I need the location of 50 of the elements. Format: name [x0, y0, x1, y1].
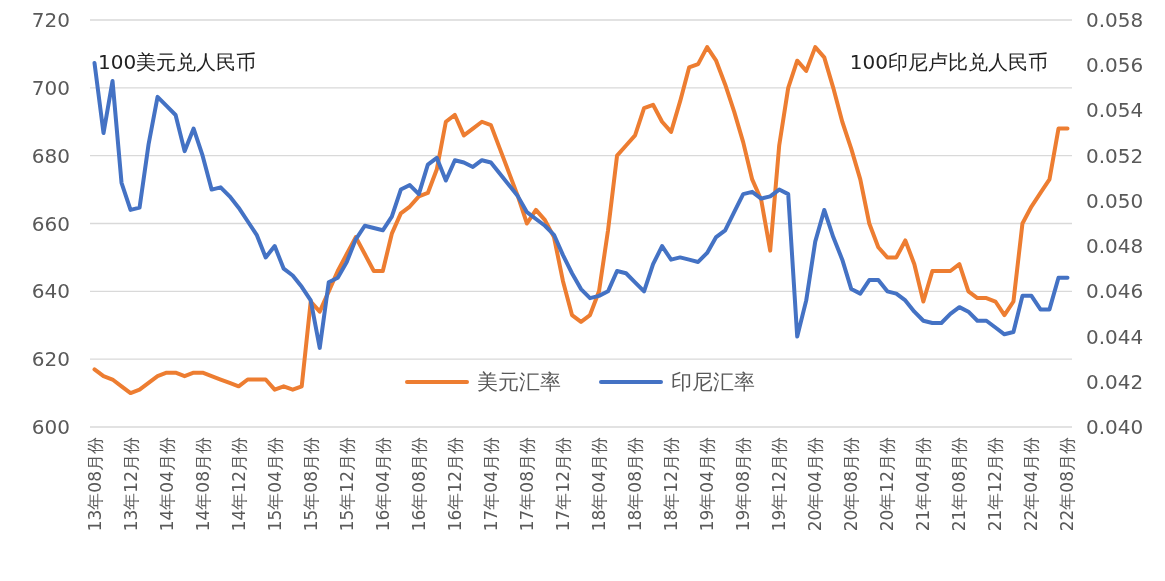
x-tick-label: 18年04月份 [589, 437, 610, 532]
y2-tick-label: 0.054 [1086, 98, 1144, 123]
x-tick-label: 20年08月份 [841, 437, 862, 532]
x-tick-label: 14年12月份 [228, 437, 249, 532]
x-tick-label: 17年08月份 [516, 437, 537, 532]
x-tick-label: 21年08月份 [949, 437, 970, 532]
x-tick-label: 16年12月份 [444, 437, 465, 532]
x-tick-label: 17年12月份 [552, 437, 573, 532]
x-tick-label: 16年04月份 [372, 437, 393, 532]
y-tick-label: 700 [31, 75, 70, 100]
y-tick-label: 680 [31, 143, 70, 168]
y2-tick-label: 0.052 [1086, 143, 1144, 168]
y-axis-title: 100美元兑人民币 [98, 50, 257, 74]
y2-tick-label: 0.044 [1086, 324, 1144, 349]
y-tick-label: 720 [31, 8, 70, 32]
x-tick-label: 13年12月份 [120, 437, 141, 532]
x-tick-label: 19年12月份 [769, 437, 790, 532]
x-tick-label: 19年04月份 [697, 437, 718, 532]
x-tick-label: 15年04月份 [264, 437, 285, 532]
legend-label: 美元汇率 [477, 370, 561, 394]
line-series [92, 45, 1070, 396]
y-tick-label: 660 [31, 211, 70, 236]
x-tick-label: 21年12月份 [985, 437, 1006, 532]
x-tick-label: 15年12月份 [336, 437, 357, 532]
x-tick-label: 18年08月份 [625, 437, 646, 532]
x-tick-label: 16年08月份 [408, 437, 429, 532]
y2-tick-label: 0.046 [1086, 279, 1144, 304]
x-tick-label: 18年12月份 [661, 437, 682, 532]
x-tick-label: 13年08月份 [84, 437, 105, 532]
x-tick-label: 22年08月份 [1057, 437, 1078, 532]
x-tick-label: 14年04月份 [156, 437, 177, 532]
y-tick-label: 620 [31, 347, 70, 372]
legend-label: 印尼汇率 [671, 370, 755, 394]
x-tick-label: 15年08月份 [300, 437, 321, 532]
x-tick-label: 21年04月份 [913, 437, 934, 532]
y2-tick-label: 0.040 [1086, 415, 1144, 439]
x-tick-label: 20年04月份 [805, 437, 826, 532]
y2-tick-label: 0.056 [1086, 53, 1144, 78]
y2-tick-label: 0.048 [1086, 234, 1144, 259]
y2-tick-label: 0.042 [1086, 369, 1144, 394]
y-tick-label: 640 [31, 279, 70, 304]
y2-axis-title: 100印尼卢比兑人民币 [849, 50, 1048, 74]
x-tick-label: 17年04月份 [480, 437, 501, 532]
x-tick-label: 20年12月份 [877, 437, 898, 532]
x-tick-label: 19年08月份 [733, 437, 754, 532]
y-tick-label: 600 [31, 415, 70, 439]
y2-tick-label: 0.050 [1086, 188, 1144, 213]
x-tick-label: 14年08月份 [192, 437, 213, 532]
x-tick-label: 22年04月份 [1021, 437, 1042, 532]
y2-tick-label: 0.058 [1086, 8, 1144, 32]
